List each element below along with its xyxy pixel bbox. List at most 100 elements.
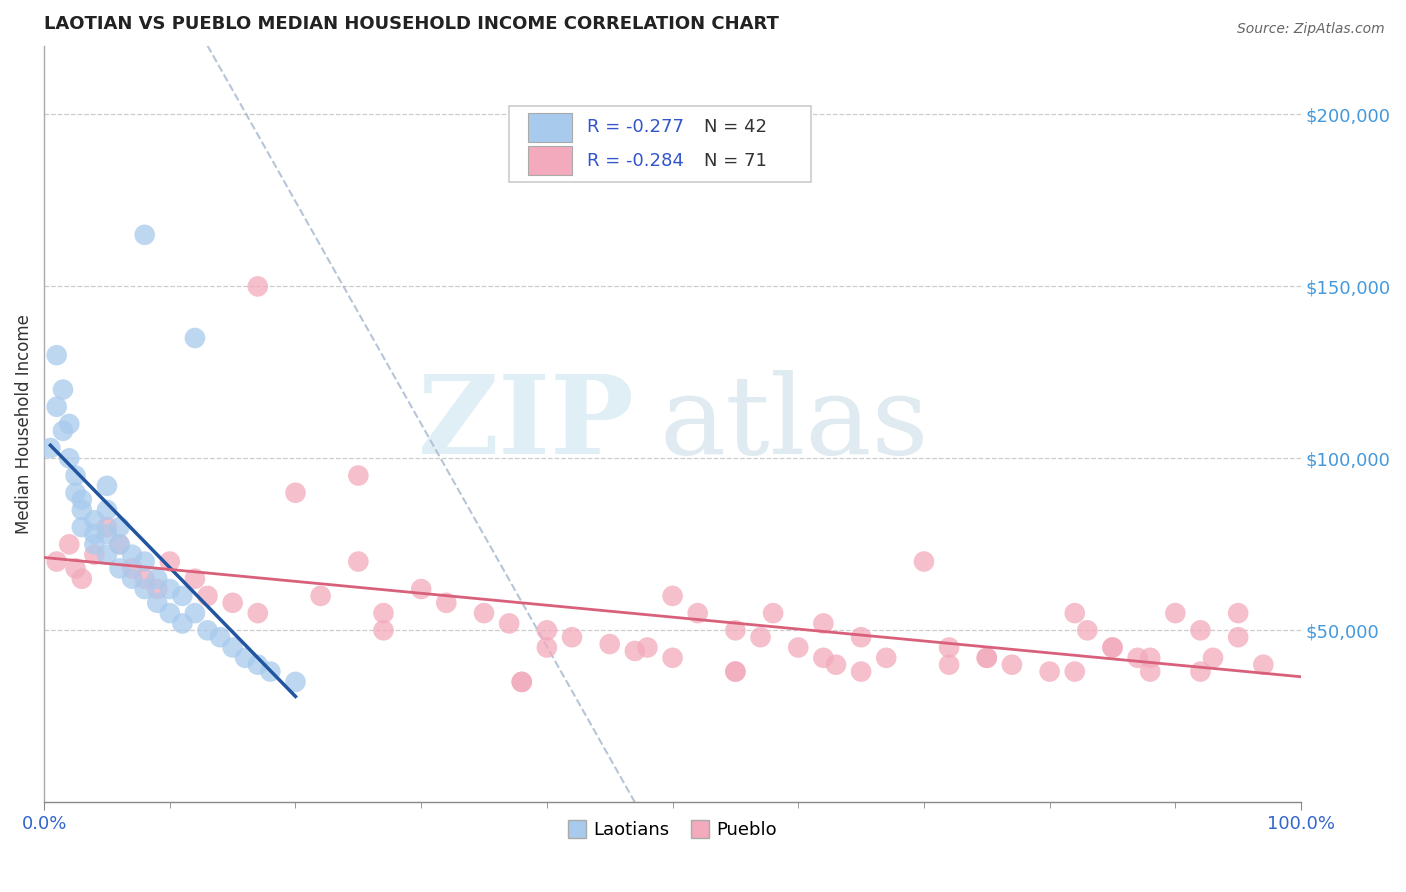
Text: LAOTIAN VS PUEBLO MEDIAN HOUSEHOLD INCOME CORRELATION CHART: LAOTIAN VS PUEBLO MEDIAN HOUSEHOLD INCOM… (44, 15, 779, 33)
Point (813, 616, 835, 631)
Point (1126, 650, 1149, 665)
Point (159, 582, 181, 596)
Point (259, 665, 281, 679)
Point (1063, 606, 1085, 620)
Point (536, 640, 558, 655)
Point (45, 400, 67, 414)
Point (108, 561, 131, 575)
Point (1039, 665, 1062, 679)
Point (787, 640, 810, 655)
Point (121, 561, 143, 575)
Point (58, 417, 80, 431)
Legend: Laotians, Pueblo: Laotians, Pueblo (561, 814, 785, 847)
Point (184, 606, 207, 620)
Point (1227, 630, 1250, 644)
Point (284, 485, 307, 500)
Point (472, 606, 495, 620)
Point (134, 555, 156, 569)
Point (221, 640, 243, 655)
Point (221, 596, 243, 610)
Point (159, 555, 181, 569)
Point (184, 572, 207, 586)
Point (134, 227, 156, 242)
Point (661, 650, 683, 665)
Point (65, 468, 87, 483)
Point (70, 503, 93, 517)
Text: R = -0.277: R = -0.277 (588, 119, 685, 136)
Point (209, 630, 232, 644)
Point (1063, 665, 1085, 679)
Point (724, 665, 747, 679)
Point (686, 606, 709, 620)
Point (96, 479, 118, 493)
Point (197, 589, 219, 603)
Point (172, 616, 194, 631)
Point (825, 657, 848, 672)
Point (83, 548, 105, 562)
Point (1001, 657, 1024, 672)
Point (52, 424, 75, 438)
Point (134, 582, 156, 596)
Point (246, 279, 269, 293)
Point (510, 674, 533, 689)
Point (536, 624, 558, 638)
Point (108, 537, 131, 551)
Point (121, 548, 143, 562)
Point (912, 555, 935, 569)
Point (121, 572, 143, 586)
Point (45, 555, 67, 569)
Point (813, 650, 835, 665)
Point (172, 589, 194, 603)
Point (58, 451, 80, 466)
Point (1101, 640, 1123, 655)
Point (159, 606, 181, 620)
Point (347, 468, 370, 483)
Point (96, 520, 118, 534)
Point (661, 589, 683, 603)
Point (83, 537, 105, 551)
Point (347, 555, 370, 569)
Point (373, 606, 395, 620)
Point (246, 657, 269, 672)
Point (1227, 606, 1250, 620)
Point (83, 527, 105, 541)
Point (749, 630, 772, 644)
Y-axis label: Median Household Income: Median Household Income (15, 314, 32, 534)
Point (52, 383, 75, 397)
Point (146, 596, 169, 610)
Point (70, 572, 93, 586)
Point (411, 582, 433, 596)
Point (1189, 624, 1212, 638)
Point (1253, 657, 1275, 672)
Point (849, 665, 872, 679)
Point (510, 674, 533, 689)
Point (108, 537, 131, 551)
Point (284, 674, 307, 689)
Point (70, 520, 93, 534)
Point (197, 624, 219, 638)
Text: N = 42: N = 42 (704, 119, 768, 136)
FancyBboxPatch shape (509, 106, 811, 182)
Point (1202, 650, 1225, 665)
Point (938, 657, 960, 672)
Point (233, 650, 256, 665)
Point (96, 527, 118, 541)
Bar (529, 113, 572, 142)
Text: atlas: atlas (659, 370, 929, 477)
Point (1101, 640, 1123, 655)
Point (108, 520, 131, 534)
Text: Source: ZipAtlas.com: Source: ZipAtlas.com (1237, 22, 1385, 37)
Point (83, 513, 105, 527)
Point (96, 503, 118, 517)
Point (58, 537, 80, 551)
Point (561, 630, 583, 644)
Text: ZIP: ZIP (418, 370, 636, 477)
Point (724, 624, 747, 638)
Point (849, 630, 872, 644)
Point (146, 582, 169, 596)
Point (434, 596, 457, 610)
Text: N = 71: N = 71 (704, 152, 766, 169)
Point (498, 616, 520, 631)
Point (65, 485, 87, 500)
Text: R = -0.284: R = -0.284 (588, 152, 683, 169)
